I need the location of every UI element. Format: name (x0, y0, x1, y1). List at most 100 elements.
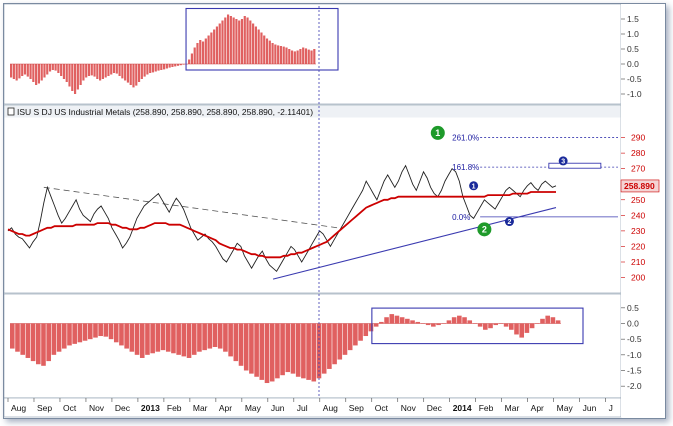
oscillator-bar (304, 48, 308, 64)
y-tick-label: -1.0 (627, 89, 642, 99)
oscillator-bar (264, 323, 270, 384)
oscillator-bar (477, 323, 483, 327)
oscillator-bar (98, 323, 103, 337)
oscillator-bar (48, 64, 52, 72)
oscillator-bar (188, 59, 191, 64)
x-tick-label: 2014 (453, 403, 472, 413)
oscillator-bar (104, 64, 107, 78)
oscillator-bar (555, 320, 561, 324)
oscillator-bar (275, 323, 280, 379)
y-tick-label: 270 (631, 164, 645, 174)
oscillator-bar (451, 317, 457, 324)
oscillator-bar (210, 32, 213, 64)
oscillator-bar (67, 323, 72, 346)
y-tick-label: 0.0 (627, 319, 639, 329)
y-tick-label: 0.5 (627, 303, 639, 313)
oscillator-bar (129, 323, 135, 352)
oscillator-bar (137, 64, 141, 82)
oscillator-bar (249, 323, 254, 374)
oscillator-bar (160, 323, 166, 351)
x-tick-label: Sep (349, 403, 364, 413)
oscillator-bar (259, 323, 265, 380)
y-tick-label: 1.5 (627, 14, 639, 24)
y-tick-label: -1.0 (627, 350, 642, 360)
oscillator-bar (15, 323, 20, 352)
y-tick-label: 280 (631, 148, 645, 158)
oscillator-bar (146, 64, 149, 75)
oscillator-bar (54, 64, 57, 71)
oscillator-bar (249, 20, 252, 64)
y-tick-label: 230 (631, 226, 645, 236)
oscillator-bar (10, 64, 13, 78)
oscillator-bar (405, 318, 410, 324)
x-tick-label: Jul (297, 403, 308, 413)
oscillator-bar (238, 20, 241, 64)
x-tick-label: Aug (323, 403, 338, 413)
oscillator-bar (181, 323, 187, 357)
oscillator-bar (121, 64, 124, 79)
oscillator-bar (201, 41, 205, 64)
oscillator-bar (90, 64, 93, 76)
oscillator-bar (257, 29, 260, 64)
y-tick-label: 0.5 (627, 44, 639, 54)
x-tick-label: Feb (479, 403, 494, 413)
oscillator-bar (307, 49, 310, 64)
oscillator-bar (279, 46, 283, 64)
oscillator-bar (269, 323, 275, 382)
oscillator-bar (132, 64, 135, 88)
last-price-label: 258.890 (624, 181, 655, 191)
oscillator-bar (293, 51, 296, 64)
oscillator-bar (171, 64, 174, 67)
oscillator-bar (160, 64, 163, 70)
oscillator-bar (410, 320, 415, 324)
moving-average-line (7, 191, 556, 259)
oscillator-bar (353, 323, 358, 346)
highlight-box (371, 307, 584, 345)
oscillator-bar (145, 323, 150, 355)
oscillator-bar (143, 64, 146, 77)
oscillator-bar (191, 323, 197, 355)
oscillator-bar (483, 323, 488, 330)
y-tick-label: 0.0 (627, 59, 639, 69)
oscillator-bar (77, 323, 83, 343)
oscillator-bar (310, 50, 313, 64)
oscillator-bar (149, 64, 152, 73)
oscillator-bar (263, 35, 266, 64)
x-tick-label: Mar (193, 403, 208, 413)
oscillator-bar (168, 64, 171, 68)
oscillator-bar (207, 35, 210, 64)
y-tick-label: -2.0 (627, 381, 642, 391)
oscillator-bar (301, 323, 306, 379)
oscillator-bar (32, 64, 35, 82)
oscillator-bar (37, 64, 40, 84)
oscillator-bar (135, 64, 138, 86)
oscillator-bar (51, 64, 54, 70)
oscillator-bar (150, 323, 155, 354)
oscillator-bar (415, 321, 421, 324)
oscillator-bar (119, 323, 124, 346)
oscillator-bar (25, 323, 31, 358)
x-tick-label: Nov (401, 403, 417, 413)
main-pane (3, 104, 622, 294)
oscillator-bar (524, 323, 530, 333)
oscillator-bar (431, 323, 436, 327)
oscillator-bar (20, 323, 25, 355)
oscillator-bar (73, 64, 77, 94)
main-pane-titlebar (4, 105, 621, 118)
oscillator-bar (71, 64, 74, 91)
x-tick-label: Jun (271, 403, 285, 413)
oscillator-bar (399, 317, 405, 324)
oscillator-bar (240, 19, 244, 64)
oscillator-bar (311, 323, 317, 382)
oscillator-bar (347, 323, 353, 351)
oscillator-bar (302, 47, 305, 64)
oscillator-bar (26, 64, 29, 77)
price-line (7, 164, 557, 272)
oscillator-bar (306, 323, 311, 380)
wave-marker-large (430, 125, 445, 140)
target-box (548, 162, 602, 169)
oscillator-bar (373, 323, 379, 327)
oscillator-bar (268, 40, 271, 64)
x-tick-label: Apr (219, 403, 232, 413)
oscillator-bar (112, 64, 116, 73)
